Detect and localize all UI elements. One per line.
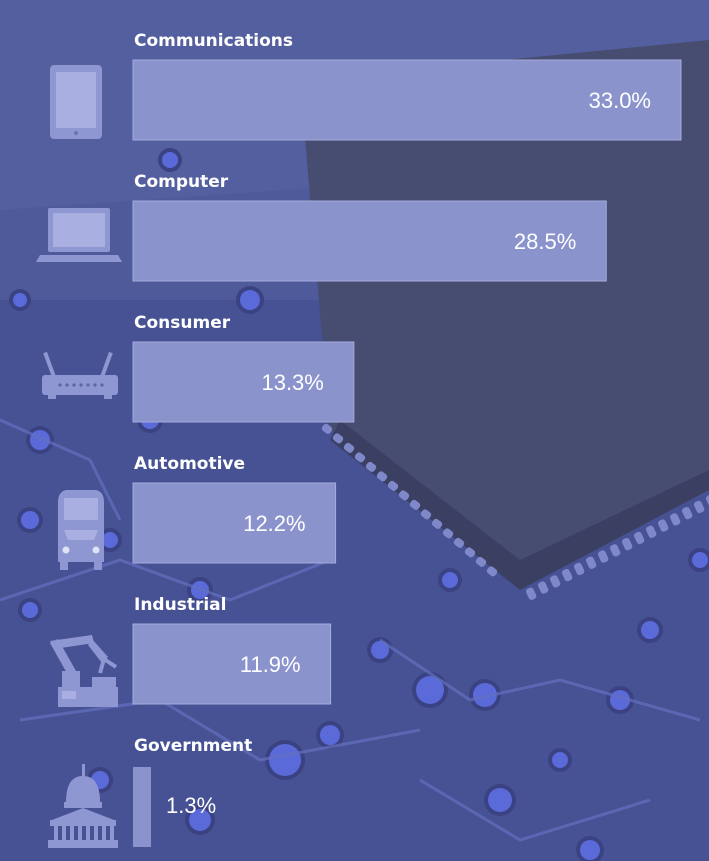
bar-row-industrial: Industrial 11.9%: [50, 595, 332, 707]
bar-row-automotive: Automotive 12.2%: [58, 454, 337, 570]
microchip: [300, 40, 709, 590]
bar-row-computer: Computer 28.5%: [36, 172, 607, 282]
value-label: 12.2%: [243, 511, 305, 536]
router-icon: [42, 351, 118, 399]
bar: [132, 623, 332, 705]
category-label: Government: [134, 736, 252, 756]
bar: [132, 341, 355, 423]
category-label: Industrial: [134, 595, 226, 615]
value-label: 13.3%: [261, 370, 323, 395]
value-label: 28.5%: [514, 229, 576, 254]
category-label: Communications: [134, 31, 293, 51]
circuit-traces: [0, 418, 701, 842]
robot-arm-icon: [50, 635, 118, 707]
category-label: Computer: [134, 172, 229, 192]
bar-row-consumer: Consumer 13.3%: [42, 313, 355, 423]
capitol-building-icon: [48, 764, 118, 848]
bar-row-communications: Communications 33.0%: [50, 31, 682, 141]
bar-row-government: Government 1.3%: [48, 736, 252, 848]
bar: [133, 767, 151, 847]
bar: [132, 200, 607, 282]
car-icon: [58, 490, 104, 570]
bar: [132, 482, 337, 564]
value-label: 11.9%: [240, 652, 301, 677]
bar: [132, 59, 682, 141]
category-label: Consumer: [134, 313, 231, 333]
laptop-icon: [36, 208, 122, 262]
value-label: 1.3%: [166, 793, 216, 818]
tablet-icon: [50, 65, 102, 139]
value-label: 33.0%: [589, 88, 651, 113]
chip-pins: [321, 423, 709, 600]
category-label: Automotive: [134, 454, 245, 474]
